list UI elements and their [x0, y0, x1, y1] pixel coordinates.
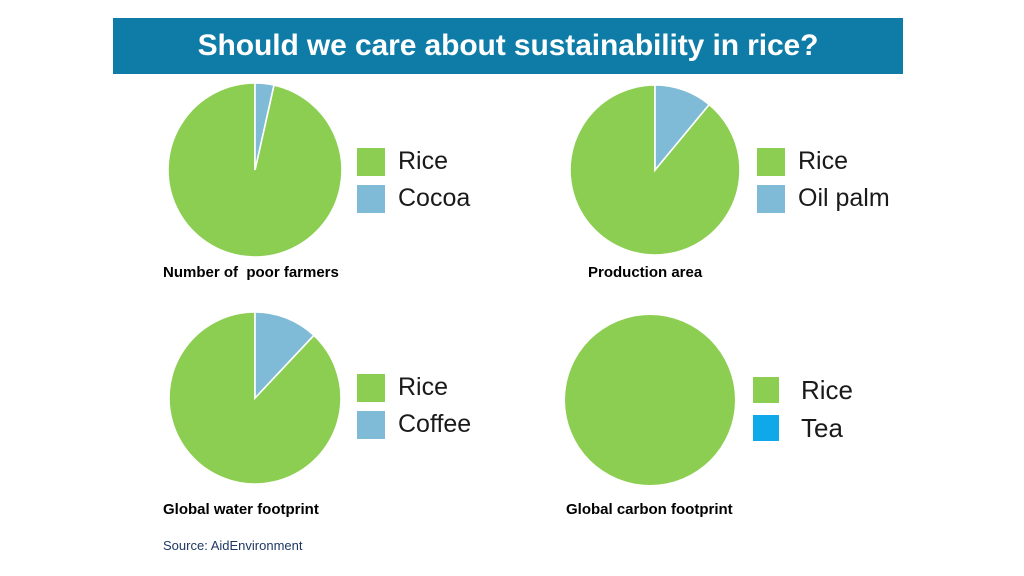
legend-item-cocoa: Cocoa [357, 180, 470, 217]
legend-item-rice: Rice [357, 369, 471, 406]
legend-label-rice: Rice [801, 374, 854, 405]
pie-slice-rice [565, 315, 735, 485]
legend-item-oil-palm: Oil palm [757, 180, 890, 217]
legend-production-area: Rice Oil palm [757, 143, 890, 217]
legend-label-cocoa: Cocoa [398, 184, 471, 212]
legend-item-coffee: Coffee [357, 406, 471, 443]
pie-slice-rice [569, 84, 741, 256]
legend-item-rice: Rice [357, 143, 470, 180]
pie-slice-rice [167, 82, 343, 258]
legend-item-rice: Rice [753, 371, 853, 409]
legend-label-rice: Rice [798, 147, 849, 175]
source-note: Source: AidEnvironment [163, 538, 303, 553]
legend-swatch-rice [357, 373, 385, 402]
title-banner: Should we care about sustainability in r… [113, 18, 903, 74]
legend-swatch-coffee [357, 410, 385, 439]
legend-label-tea: Tea [801, 412, 843, 443]
pie-slice-cocoa [254, 82, 275, 171]
legend-label-coffee: Coffee [398, 410, 472, 438]
legend-water-footprint: Rice Coffee [357, 369, 471, 443]
pie-slice-rice [168, 311, 342, 485]
legend-swatch-tea [753, 415, 779, 441]
legend-label-oil-palm: Oil palm [798, 184, 890, 212]
pie-slice-coffee [254, 311, 316, 401]
pie-slice-oil-palm [654, 84, 711, 173]
legend-item-rice: Rice [757, 143, 890, 180]
legend-item-tea: Tea [753, 409, 853, 447]
chart-caption-production-area: Production area [588, 264, 703, 281]
legend-swatch-rice [753, 377, 779, 403]
chart-caption-carbon-footprint: Global carbon footprint [566, 501, 733, 518]
legend-label-rice: Rice [398, 373, 449, 401]
legend-label-rice: Rice [398, 147, 449, 175]
legend-swatch-rice [357, 147, 385, 176]
legend-swatch-rice [757, 147, 785, 176]
chart-caption-poor-farmers: Number of poor farmers [163, 264, 339, 281]
legend-swatch-cocoa [357, 184, 385, 213]
legend-carbon-footprint: Rice Tea [753, 371, 853, 447]
legend-poor-farmers: Rice Cocoa [357, 143, 470, 217]
page-title: Should we care about sustainability in r… [197, 29, 819, 62]
chart-caption-water-footprint: Global water footprint [163, 501, 319, 518]
legend-swatch-oil-palm [757, 184, 785, 213]
